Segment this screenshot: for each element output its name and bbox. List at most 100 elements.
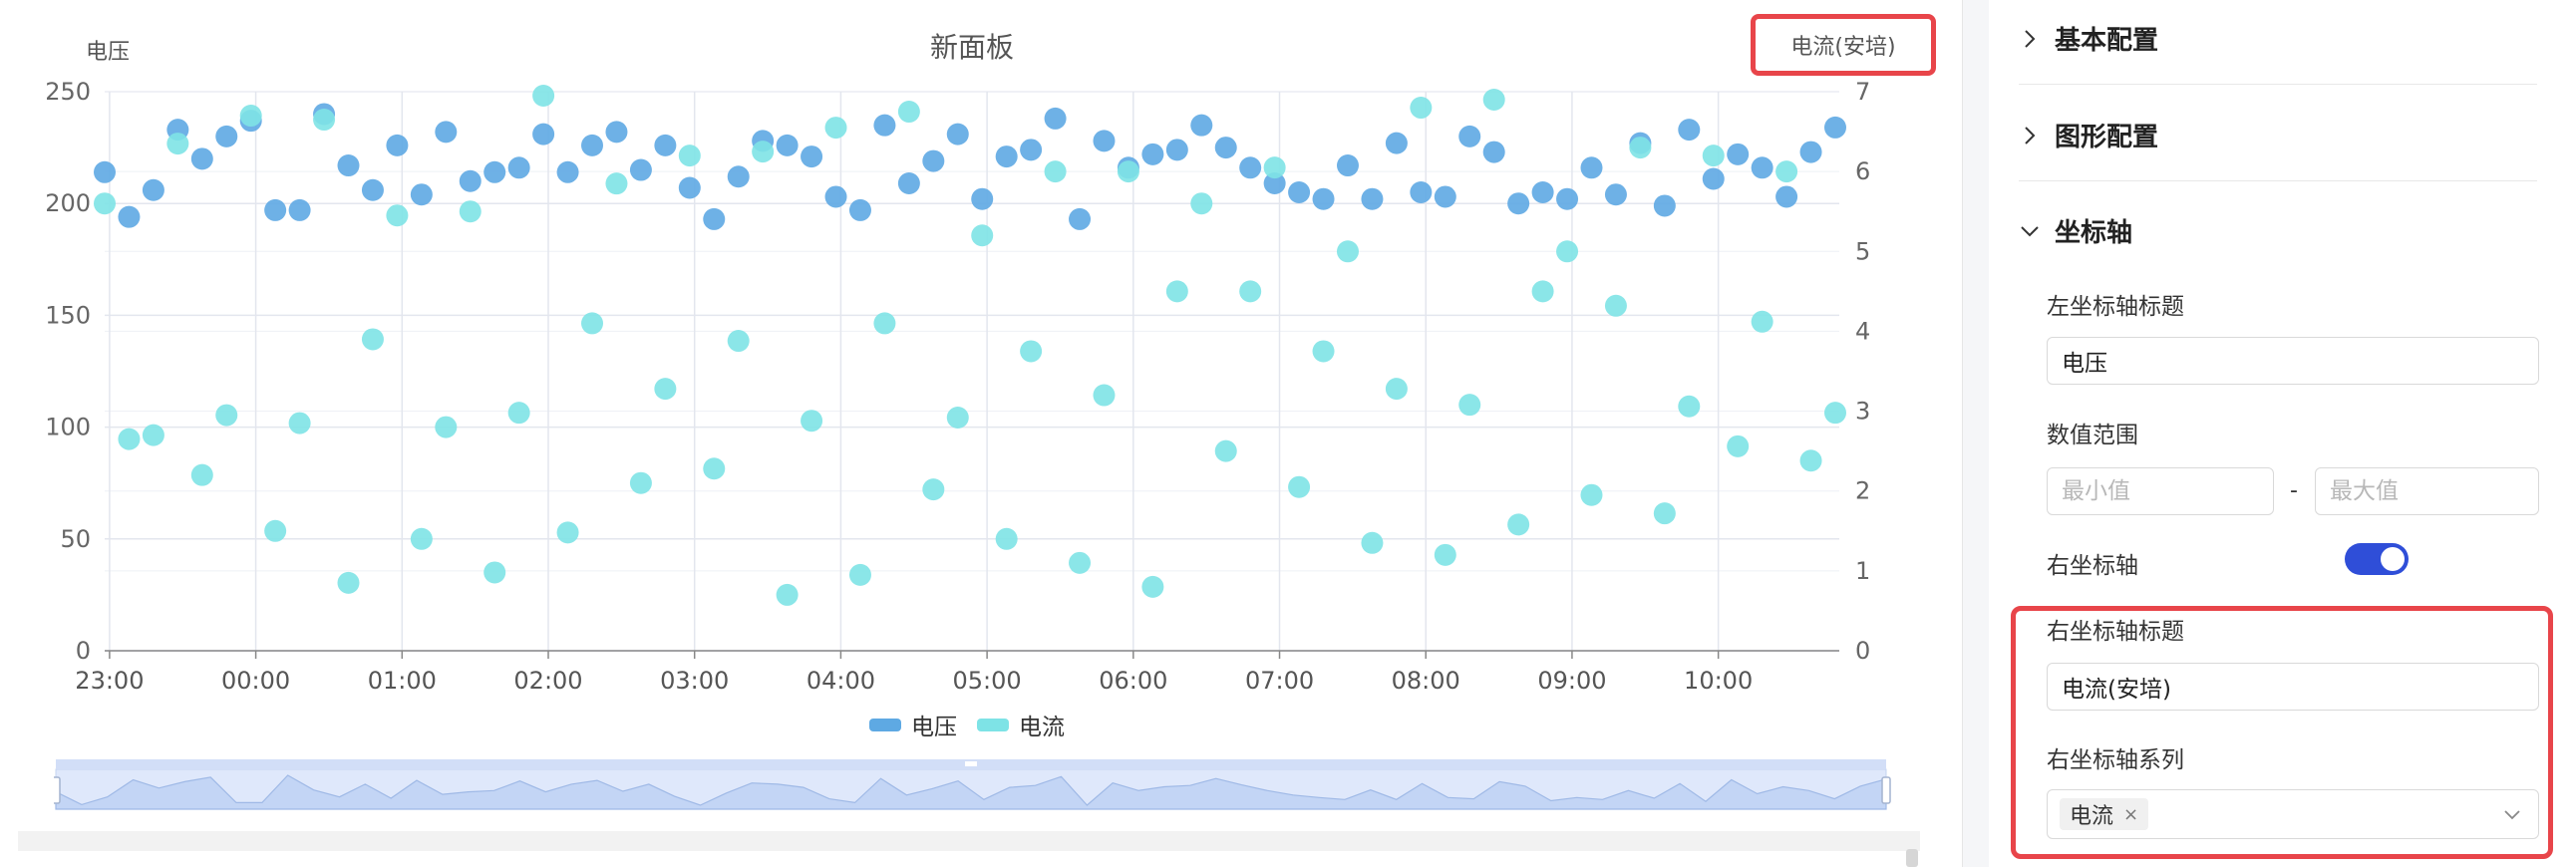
data-point-voltage[interactable]: [824, 185, 847, 208]
data-point-voltage[interactable]: [215, 125, 238, 147]
data-point-current[interactable]: [1458, 394, 1481, 417]
data-point-voltage[interactable]: [337, 154, 360, 177]
data-point-voltage[interactable]: [190, 147, 213, 170]
data-point-current[interactable]: [507, 402, 530, 425]
data-point-voltage[interactable]: [1044, 107, 1067, 130]
data-point-current[interactable]: [995, 527, 1018, 550]
data-point-voltage[interactable]: [142, 178, 164, 201]
data-point-voltage[interactable]: [386, 134, 409, 156]
data-point-current[interactable]: [605, 172, 628, 195]
data-point-current[interactable]: [1336, 240, 1359, 263]
data-point-voltage[interactable]: [1361, 187, 1384, 210]
data-point-current[interactable]: [1629, 137, 1652, 159]
data-point-current[interactable]: [1020, 340, 1043, 363]
data-point-current[interactable]: [215, 404, 238, 427]
data-point-voltage[interactable]: [1653, 194, 1676, 217]
close-icon[interactable]: ×: [2123, 803, 2139, 825]
data-point-current[interactable]: [410, 527, 433, 550]
data-point-current[interactable]: [556, 521, 579, 544]
zoom-drag-grip[interactable]: [965, 761, 977, 766]
data-point-current[interactable]: [459, 200, 482, 223]
data-point-current[interactable]: [654, 378, 677, 401]
data-point-current[interactable]: [801, 410, 823, 433]
data-point-voltage[interactable]: [848, 198, 871, 221]
data-point-current[interactable]: [752, 141, 775, 163]
data-point-current[interactable]: [946, 406, 969, 429]
data-point-current[interactable]: [1482, 89, 1505, 112]
data-point-current[interactable]: [1434, 543, 1456, 566]
data-point-current[interactable]: [1141, 575, 1164, 598]
data-point-current[interactable]: [361, 328, 384, 351]
data-point-current[interactable]: [532, 85, 555, 108]
data-point-voltage[interactable]: [1385, 132, 1408, 154]
data-point-current[interactable]: [922, 478, 945, 501]
data-point-voltage[interactable]: [1458, 125, 1481, 147]
data-point-voltage[interactable]: [922, 149, 945, 172]
data-point-voltage[interactable]: [264, 198, 287, 221]
data-point-voltage[interactable]: [1069, 207, 1092, 230]
data-point-voltage[interactable]: [288, 198, 311, 221]
data-point-current[interactable]: [824, 117, 847, 140]
data-point-voltage[interactable]: [727, 165, 750, 188]
data-point-voltage[interactable]: [1727, 143, 1750, 165]
data-point-current[interactable]: [703, 457, 726, 480]
data-point-current[interactable]: [1580, 483, 1603, 506]
data-point-current[interactable]: [1093, 384, 1116, 407]
data-point-voltage[interactable]: [1507, 192, 1530, 215]
data-point-voltage[interactable]: [1239, 156, 1262, 179]
data-point-voltage[interactable]: [435, 121, 458, 144]
data-point-current[interactable]: [848, 563, 871, 586]
right-axis-title-input[interactable]: [2047, 663, 2539, 711]
data-point-voltage[interactable]: [605, 121, 628, 144]
data-point-current[interactable]: [190, 463, 213, 486]
data-point-current[interactable]: [435, 416, 458, 438]
data-point-current[interactable]: [1044, 160, 1067, 183]
data-point-current[interactable]: [1069, 551, 1092, 574]
section-graphic-config[interactable]: 图形配置: [2019, 117, 2158, 153]
data-point-current[interactable]: [1531, 280, 1554, 303]
data-point-current[interactable]: [1410, 97, 1433, 120]
data-point-voltage[interactable]: [1702, 167, 1725, 190]
data-point-voltage[interactable]: [1288, 180, 1311, 203]
data-point-voltage[interactable]: [1678, 119, 1701, 142]
data-point-current[interactable]: [581, 312, 604, 335]
data-point-voltage[interactable]: [1312, 187, 1335, 210]
data-point-current[interactable]: [1751, 310, 1773, 333]
data-point-voltage[interactable]: [1580, 156, 1603, 179]
data-point-current[interactable]: [337, 571, 360, 594]
data-point-voltage[interactable]: [776, 134, 799, 156]
data-point-current[interactable]: [1385, 378, 1408, 401]
data-point-voltage[interactable]: [801, 145, 823, 168]
data-point-current[interactable]: [971, 224, 994, 247]
data-point-voltage[interactable]: [507, 156, 530, 179]
data-point-current[interactable]: [1799, 449, 1822, 472]
data-point-current[interactable]: [873, 312, 896, 335]
section-basic-config[interactable]: 基本配置: [2019, 20, 2158, 57]
data-point-voltage[interactable]: [1604, 183, 1627, 206]
right-axis-toggle[interactable]: [2345, 543, 2409, 575]
data-point-voltage[interactable]: [1556, 187, 1579, 210]
data-point-current[interactable]: [386, 204, 409, 227]
chevron-down-icon[interactable]: [2502, 804, 2522, 824]
data-point-voltage[interactable]: [1434, 185, 1456, 208]
panel-divider[interactable]: [1962, 0, 1989, 867]
zoom-handle-left[interactable]: [54, 776, 61, 804]
data-point-current[interactable]: [288, 412, 311, 434]
data-point-current[interactable]: [483, 561, 506, 584]
data-point-voltage[interactable]: [459, 169, 482, 192]
data-point-current[interactable]: [1361, 531, 1384, 554]
data-point-voltage[interactable]: [995, 145, 1018, 168]
data-point-voltage[interactable]: [703, 207, 726, 230]
data-point-voltage[interactable]: [971, 187, 994, 210]
data-point-current[interactable]: [1117, 160, 1139, 183]
data-point-current[interactable]: [1775, 160, 1798, 183]
data-zoom-slider[interactable]: [54, 757, 1908, 819]
data-point-current[interactable]: [1604, 294, 1627, 317]
range-min-input[interactable]: [2047, 467, 2274, 515]
data-point-current[interactable]: [1214, 439, 1237, 462]
data-point-voltage[interactable]: [94, 160, 116, 183]
data-point-current[interactable]: [1190, 192, 1213, 215]
data-point-current[interactable]: [1507, 513, 1530, 536]
horizontal-scrollbar[interactable]: [18, 831, 1920, 851]
legend-item-current[interactable]: 电流: [977, 708, 1065, 741]
